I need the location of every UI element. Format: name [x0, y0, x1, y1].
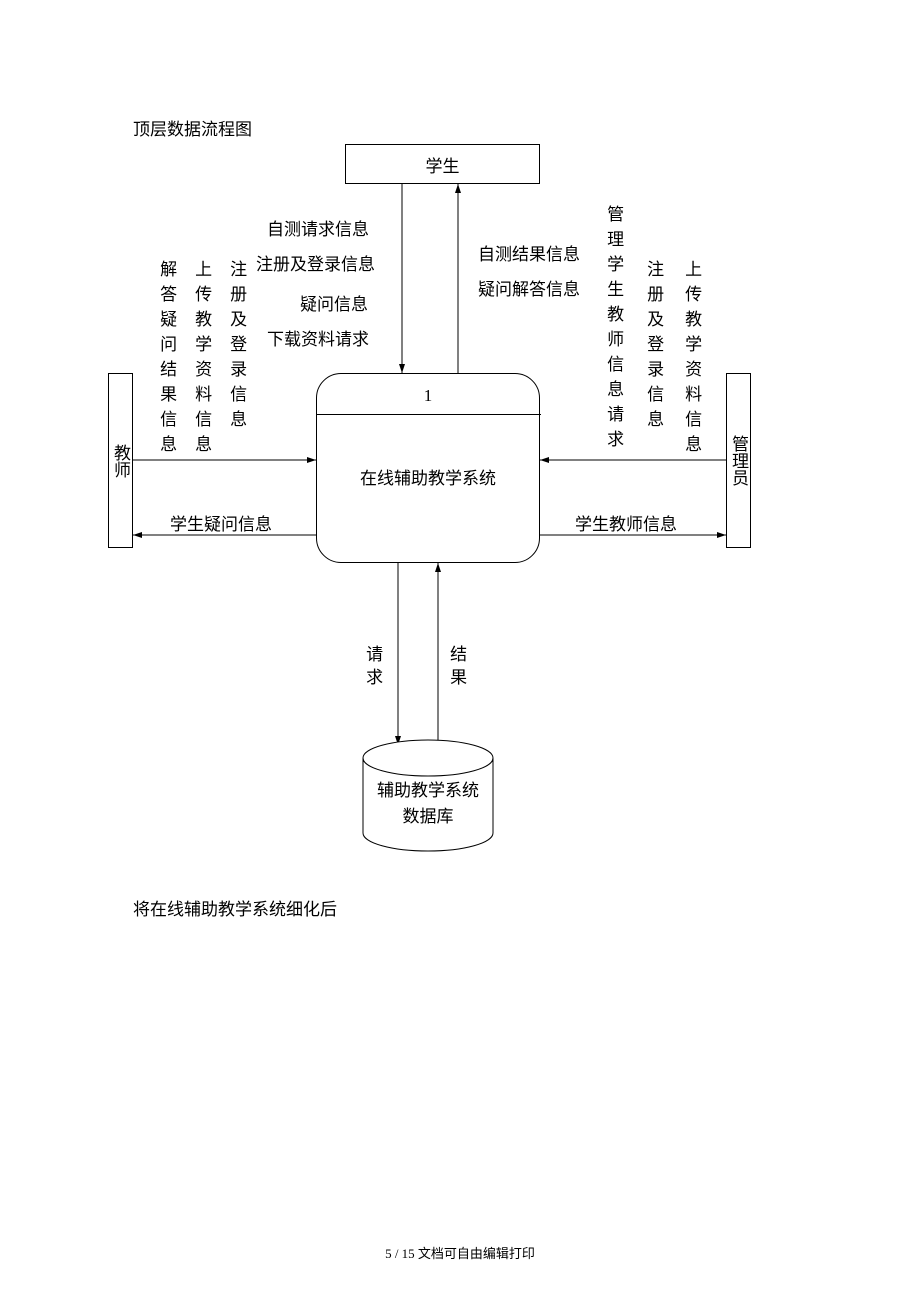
entity-teacher: 教师 [108, 373, 133, 548]
page-subtitle: 将在线辅助教学系统细化后 [133, 895, 337, 920]
entity-student: 学生 [345, 144, 540, 184]
page-title: 顶层数据流程图 [133, 115, 252, 140]
flow-student-out-1: 自测结果信息 [478, 240, 580, 265]
datastore-line1: 辅助教学系统 [377, 781, 479, 800]
flow-student-in-1: 自测请求信息 [267, 215, 369, 240]
flow-student-in-4: 下载资料请求 [267, 325, 369, 350]
flow-teacher-out: 学生疑问信息 [170, 510, 272, 535]
flow-student-in-2: 注册及登录信息 [256, 250, 375, 275]
process-id: 1 [317, 386, 539, 406]
entity-teacher-label: 教师 [108, 444, 133, 478]
process-divider [317, 414, 541, 415]
process-box: 1 在线辅助教学系统 [316, 373, 540, 563]
flow-student-in-3: 疑问信息 [300, 290, 368, 315]
flow-db-out: 结果 [445, 645, 467, 691]
flow-admin-in-2: 注册及登录信息 [642, 260, 664, 435]
flow-admin-out: 学生教师信息 [575, 510, 677, 535]
entity-admin-label: 管理员 [726, 435, 751, 486]
datastore-line2: 数据库 [403, 807, 454, 826]
flow-teacher-in-3: 注册及登录信息 [225, 260, 247, 435]
entity-admin: 管理员 [726, 373, 751, 548]
flow-teacher-in-1: 解答疑问结果信息 [155, 260, 177, 460]
flow-db-in: 请求 [361, 645, 383, 691]
entity-student-label: 学生 [426, 152, 460, 177]
flow-teacher-in-2: 上传教学资料信息 [190, 260, 212, 460]
datastore-label: 辅助教学系统 数据库 [363, 778, 493, 829]
flow-student-out-2: 疑问解答信息 [478, 275, 580, 300]
diagram-canvas: 顶层数据流程图 将在线辅助教学系统细化后 学生 教师 管理员 1 在线辅助教学系… [0, 0, 920, 1302]
page-footer: 5 / 15 文档可自由编辑打印 [0, 1243, 920, 1262]
process-name: 在线辅助教学系统 [317, 464, 539, 489]
flow-admin-in-1: 管理学生教师信息请求 [602, 205, 624, 455]
flow-admin-in-3: 上传教学资料信息 [680, 260, 702, 460]
